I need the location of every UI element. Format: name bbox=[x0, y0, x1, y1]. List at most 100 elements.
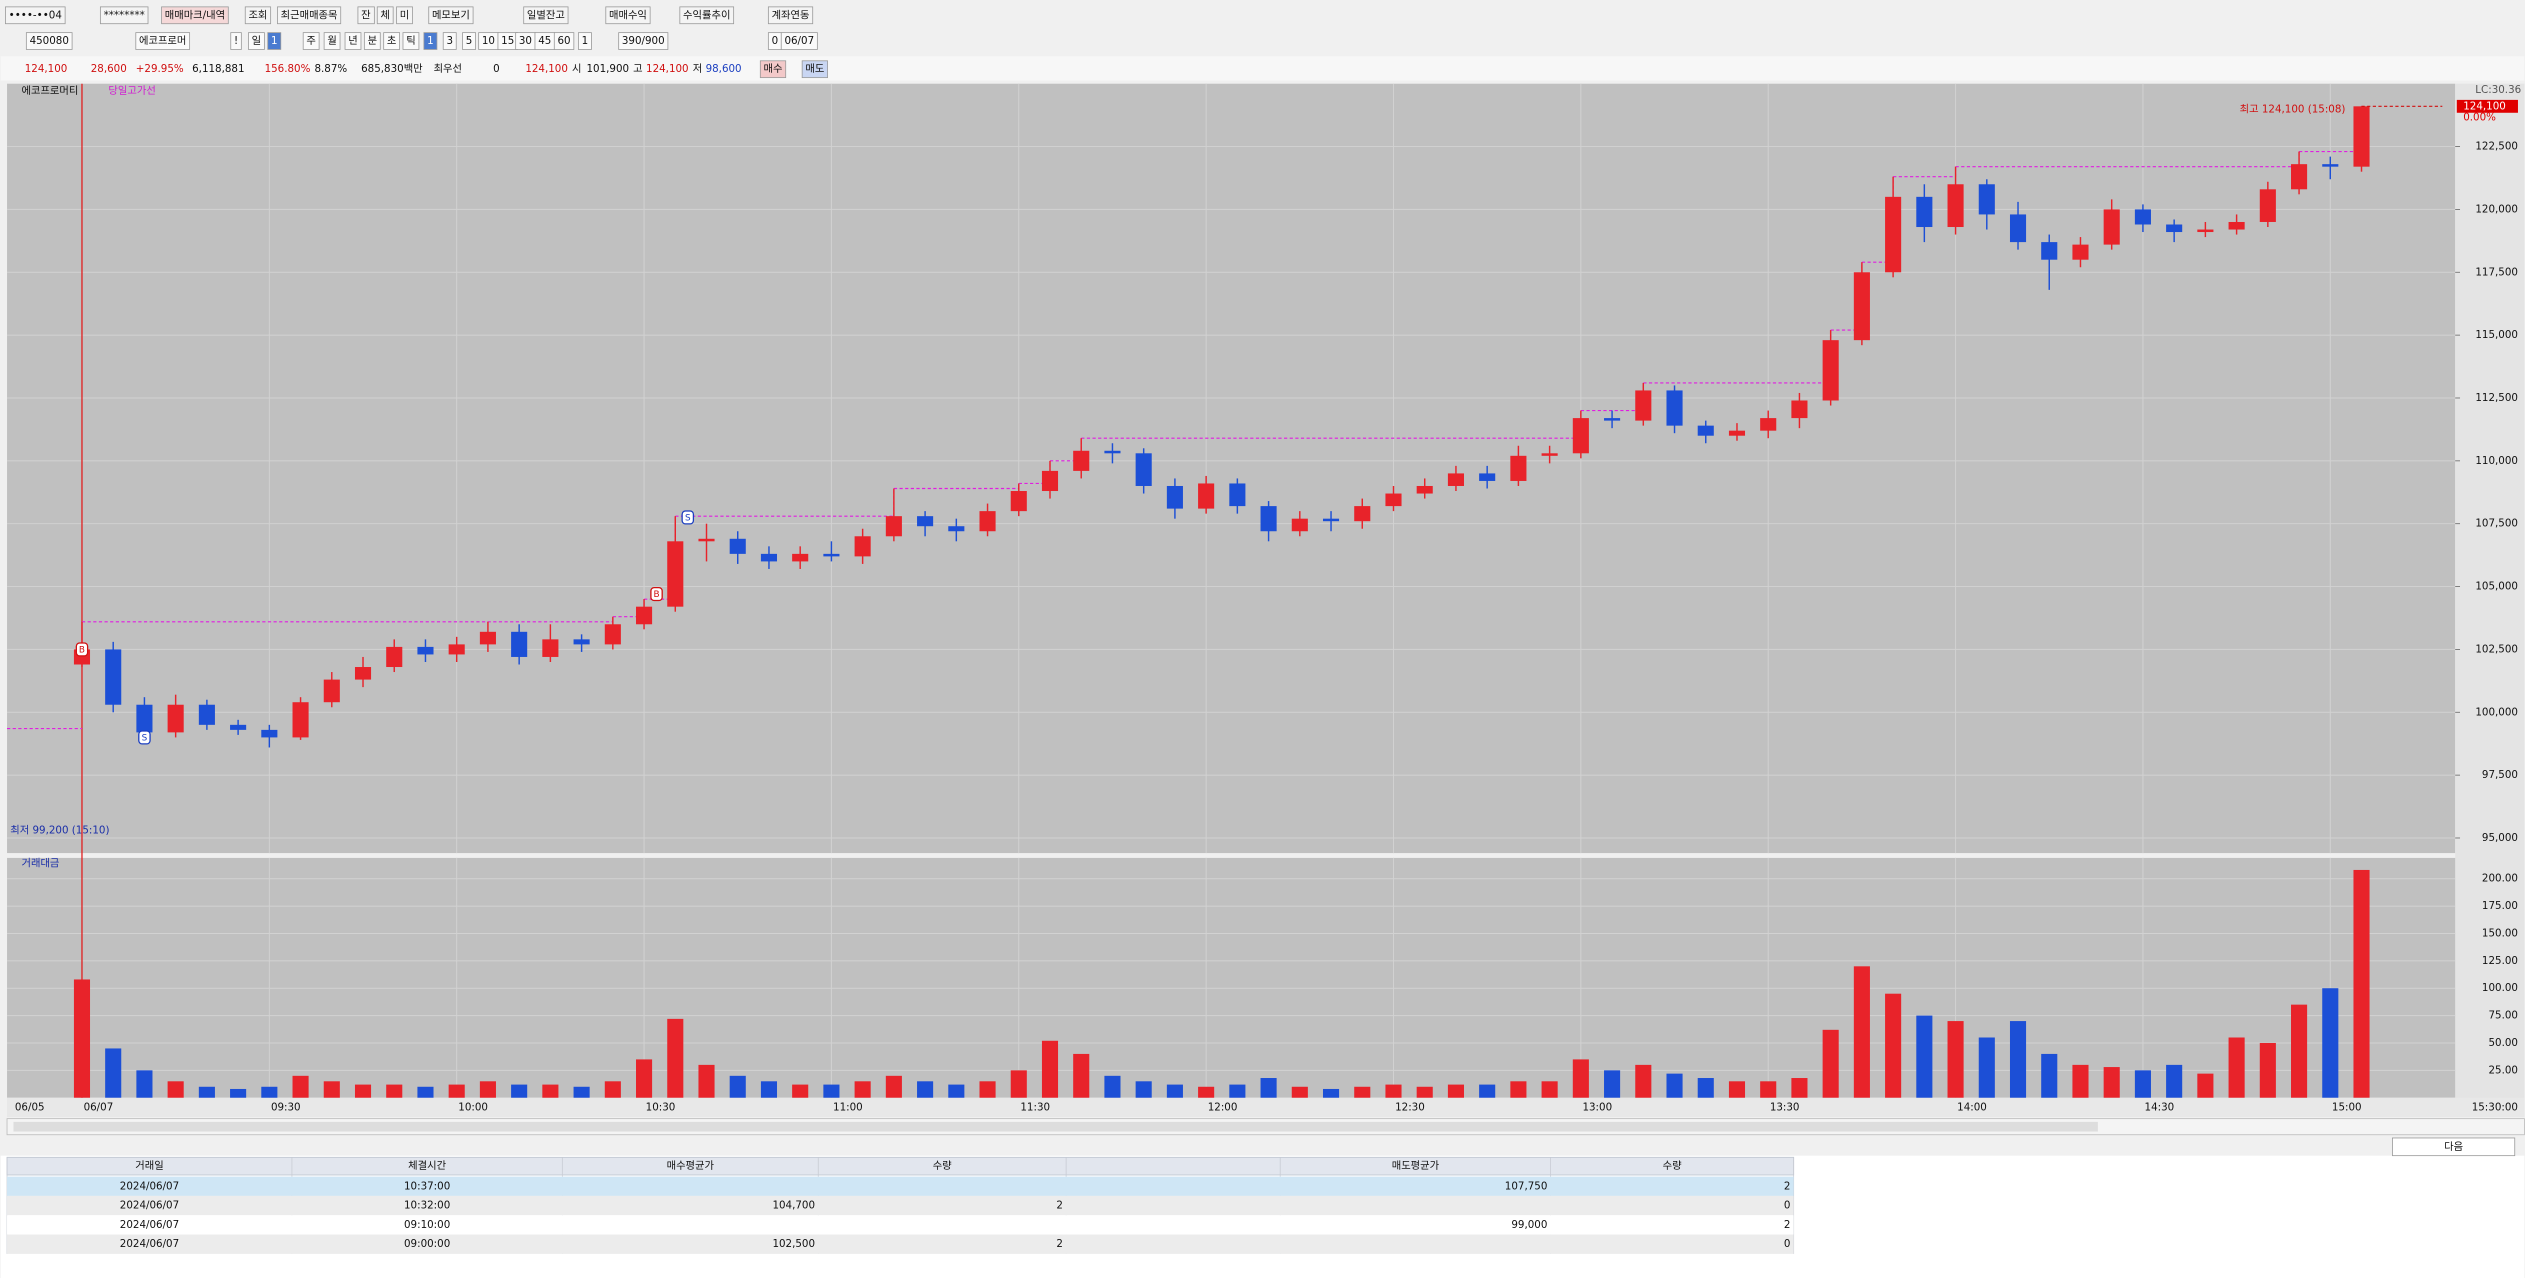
toolbar-button[interactable]: ••••-••04 bbox=[9, 9, 62, 21]
toolbar-control[interactable]: 초 bbox=[387, 35, 396, 47]
toolbar-control[interactable]: 15 bbox=[501, 35, 514, 47]
volume-bar bbox=[230, 1088, 247, 1098]
table-header: 수량 bbox=[1663, 1160, 1682, 1172]
volume-bar bbox=[2041, 1053, 2058, 1098]
toolbar-control[interactable]: 1 bbox=[582, 35, 589, 47]
toolbar-control-bg[interactable] bbox=[302, 32, 320, 50]
toolbar-button[interactable]: 잔 bbox=[361, 9, 371, 21]
toolbar-button[interactable]: 메모보기 bbox=[432, 9, 470, 21]
next-button[interactable]: 다음 bbox=[2444, 1141, 2463, 1153]
toolbar-control[interactable]: 일 bbox=[252, 35, 261, 47]
table-row[interactable] bbox=[7, 1234, 1794, 1254]
toolbar-button-bg[interactable] bbox=[679, 6, 735, 25]
toolbar-button[interactable]: 미 bbox=[400, 9, 409, 21]
table-header: 수량 bbox=[933, 1160, 952, 1172]
x-tick-label: 12:30 bbox=[1395, 1101, 1425, 1113]
toolbar-button-bg[interactable] bbox=[605, 6, 651, 25]
toolbar-button[interactable]: 매매마크/내역 bbox=[165, 9, 225, 21]
toolbar-control[interactable]: 30 bbox=[519, 35, 532, 47]
table-header: 매도평균가 bbox=[1392, 1160, 1440, 1172]
toolbar-button[interactable]: 최근매매종목 bbox=[281, 9, 338, 21]
toolbar-control-bg[interactable] bbox=[578, 32, 592, 50]
toolbar-control-bg[interactable] bbox=[135, 32, 191, 50]
candle-body bbox=[1073, 450, 1090, 471]
toolbar-button-bg[interactable] bbox=[357, 6, 375, 25]
toolbar-control-bg[interactable] bbox=[442, 32, 457, 50]
toolbar-control-bg[interactable] bbox=[462, 32, 476, 50]
toolbar-button[interactable]: 수익률추이 bbox=[683, 9, 730, 21]
toolbar-button[interactable]: 계좌연동 bbox=[772, 9, 810, 21]
toolbar-control[interactable]: 390/900 bbox=[622, 35, 665, 47]
toolbar-control[interactable]: ! bbox=[234, 35, 238, 47]
toolbar-control-bg[interactable] bbox=[248, 32, 265, 50]
volume-bar bbox=[1073, 1053, 1090, 1098]
toolbar-control-bg[interactable] bbox=[230, 32, 242, 50]
candle-body bbox=[292, 702, 309, 738]
toolbar-button-bg[interactable] bbox=[161, 6, 229, 25]
info-field: 시 bbox=[572, 63, 581, 75]
next-button-bg[interactable] bbox=[2392, 1137, 2516, 1157]
toolbar-control[interactable]: 450080 bbox=[30, 35, 69, 47]
table-row[interactable] bbox=[7, 1195, 1794, 1216]
table-row[interactable] bbox=[7, 1215, 1794, 1235]
info-field[interactable]: 매도 bbox=[805, 63, 824, 75]
candle-body bbox=[854, 536, 871, 557]
toolbar-button[interactable]: 체 bbox=[380, 9, 389, 21]
toolbar-button-bg[interactable] bbox=[767, 6, 814, 25]
toolbar-button-bg[interactable] bbox=[428, 6, 474, 25]
toolbar-control[interactable]: 년 bbox=[348, 35, 357, 47]
toolbar-button-bg[interactable] bbox=[99, 6, 149, 25]
toolbar-control[interactable]: 60 bbox=[558, 35, 571, 47]
toolbar-button[interactable]: 매매수익 bbox=[609, 9, 647, 21]
indicator-label: 당일고가선 bbox=[108, 85, 155, 97]
toolbar-button-bg[interactable] bbox=[396, 6, 413, 25]
toolbar-control-bg[interactable] bbox=[553, 32, 575, 50]
trade-marker-label: S bbox=[142, 733, 148, 743]
toolbar-button[interactable]: ******** bbox=[104, 9, 145, 21]
toolbar-control[interactable]: 45 bbox=[538, 35, 551, 47]
sell-button-bg[interactable] bbox=[801, 60, 828, 79]
toolbar-control[interactable]: 월 bbox=[327, 35, 336, 47]
toolbar-control[interactable]: 주 bbox=[306, 35, 315, 47]
toolbar-button-bg[interactable] bbox=[277, 6, 342, 25]
info-field: 685,830백만 bbox=[361, 63, 423, 75]
toolbar-control[interactable]: 0 bbox=[772, 35, 779, 47]
toolbar-control[interactable]: 3 bbox=[446, 35, 453, 47]
toolbar-control-bg[interactable] bbox=[363, 32, 381, 50]
candle-body bbox=[1260, 506, 1277, 532]
toolbar-control-bg[interactable] bbox=[267, 32, 282, 50]
toolbar-control-bg[interactable] bbox=[323, 32, 341, 50]
toolbar-control-bg[interactable] bbox=[344, 32, 362, 50]
y-tick-label: 117,500 bbox=[2475, 266, 2518, 278]
toolbar-control[interactable]: 1 bbox=[271, 35, 278, 47]
toolbar-button-bg[interactable] bbox=[376, 6, 394, 25]
toolbar-button-bg[interactable] bbox=[5, 6, 66, 25]
volume-bar bbox=[1947, 1021, 1964, 1098]
table-header-bg bbox=[6, 1156, 1795, 1176]
toolbar-control-bg[interactable] bbox=[25, 32, 73, 50]
toolbar-control[interactable]: 에코프로머 bbox=[139, 35, 186, 47]
toolbar-control[interactable]: 분 bbox=[368, 35, 377, 47]
info-field[interactable]: 매수 bbox=[764, 63, 783, 75]
toolbar-control-bg[interactable] bbox=[618, 32, 669, 50]
toolbar-control[interactable]: 10 bbox=[482, 35, 495, 47]
toolbar-control[interactable]: 틱 bbox=[406, 35, 415, 47]
toolbar-control[interactable]: 1 bbox=[427, 35, 434, 47]
toolbar-control-bg[interactable] bbox=[423, 32, 438, 50]
toolbar-control[interactable]: 5 bbox=[466, 35, 473, 47]
toolbar-control-bg[interactable] bbox=[383, 32, 400, 50]
toolbar-button-bg[interactable] bbox=[523, 6, 569, 25]
toolbar-control[interactable]: 06/07 bbox=[784, 35, 814, 47]
table-row[interactable] bbox=[7, 1176, 1794, 1196]
toolbar-control-bg[interactable] bbox=[402, 32, 420, 50]
candle-body bbox=[1635, 390, 1652, 421]
scroll-thumb[interactable] bbox=[13, 1121, 2098, 1132]
candle-body bbox=[1947, 184, 1964, 228]
toolbar-button-bg[interactable] bbox=[244, 6, 272, 25]
buy-button-bg[interactable] bbox=[759, 60, 787, 79]
toolbar-button[interactable]: 조회 bbox=[248, 9, 267, 21]
toolbar-control-bg[interactable] bbox=[780, 32, 818, 50]
candle-body bbox=[2166, 224, 2183, 233]
toolbar-button[interactable]: 일별잔고 bbox=[527, 9, 565, 21]
